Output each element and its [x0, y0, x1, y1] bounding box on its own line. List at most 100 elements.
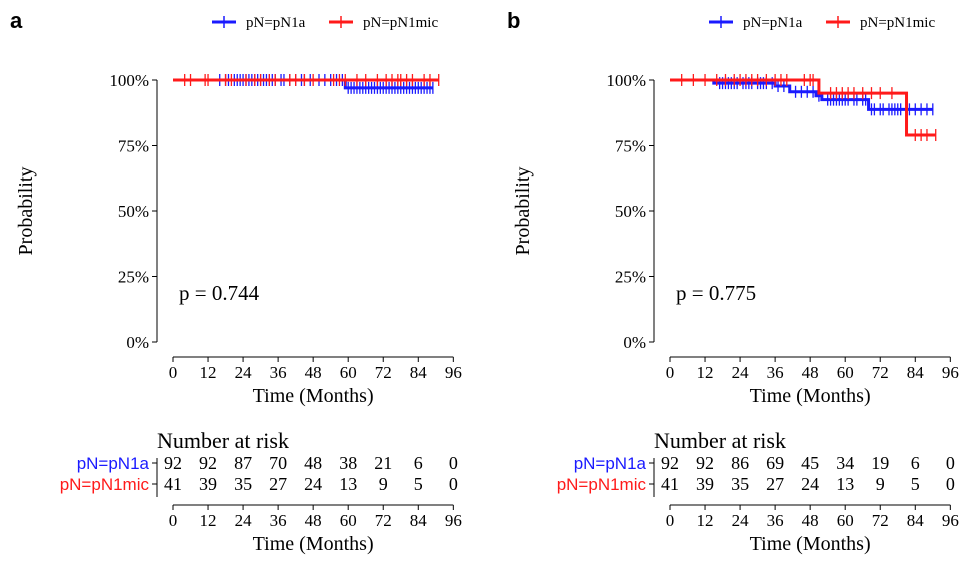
series-pn-pn1mic	[173, 74, 440, 86]
y-tick-label: 25%	[615, 268, 646, 287]
risk-table-title: Number at risk	[157, 428, 289, 453]
risk-count: 19	[871, 453, 889, 473]
x-tick-label: 96	[445, 363, 462, 382]
risk-count: 0	[449, 474, 458, 494]
series-pn-pn1mic	[670, 74, 937, 142]
risk-count: 9	[876, 474, 885, 494]
risk-count: 92	[199, 453, 217, 473]
legend-item: pN=pN1mic	[826, 15, 935, 31]
risk-x-tick-label: 72	[375, 511, 392, 530]
risk-x-tick-label: 12	[697, 511, 714, 530]
panel-b: b pN=pN1a pN=pN1mic 0% 25% 50% 75% 100% Probabil…	[507, 8, 959, 555]
risk-count: 21	[374, 453, 392, 473]
p-value: p = 0.775	[676, 281, 756, 305]
risk-count: 41	[661, 474, 679, 494]
series-pn-pn1a	[670, 77, 934, 116]
panel-label: b	[507, 8, 520, 33]
risk-x-tick-label: 48	[305, 511, 322, 530]
risk-row-label: pN=pN1a	[77, 454, 150, 473]
x-tick-label: 36	[270, 363, 287, 382]
risk-x-axis-title: Time (Months)	[253, 533, 374, 555]
x-tick-label: 0	[666, 363, 675, 382]
risk-x-tick-label: 36	[767, 511, 784, 530]
y-tick-label: 75%	[118, 137, 149, 156]
legend-item: pN=pN1a	[709, 15, 803, 31]
risk-x-tick-label: 24	[235, 511, 253, 530]
risk-x-tick-label: 60	[340, 511, 357, 530]
risk-x-tick-label: 96	[942, 511, 959, 530]
y-axis-title: Probability	[512, 167, 534, 256]
legend-label: pN=pN1mic	[860, 15, 935, 31]
risk-x-tick-label: 0	[169, 511, 178, 530]
risk-count: 35	[731, 474, 749, 494]
risk-row-label: pN=pN1mic	[60, 475, 150, 494]
risk-count: 35	[234, 474, 252, 494]
survival-curve	[670, 78, 936, 137]
risk-count: 38	[339, 453, 357, 473]
x-axis-title: Time (Months)	[750, 385, 871, 407]
x-tick-label: 0	[169, 363, 178, 382]
legend-label: pN=pN1a	[246, 15, 306, 31]
legend-label: pN=pN1a	[743, 15, 803, 31]
legend-item: pN=pN1mic	[329, 15, 438, 31]
x-tick-label: 24	[235, 363, 253, 382]
risk-x-tick-label: 0	[666, 511, 675, 530]
risk-x-tick-label: 84	[907, 511, 925, 530]
x-tick-label: 72	[375, 363, 392, 382]
risk-count: 9	[379, 474, 388, 494]
x-tick-label: 72	[872, 363, 889, 382]
x-tick-label: 24	[732, 363, 750, 382]
risk-count: 39	[696, 474, 714, 494]
risk-count: 70	[269, 453, 287, 473]
y-axis-title: Probability	[15, 167, 37, 256]
panel-a: a pN=pN1a pN=pN1mic 0% 25% 50% 75% 100% Probabil…	[10, 8, 462, 555]
risk-row-label: pN=pN1a	[574, 454, 647, 473]
risk-row-label: pN=pN1mic	[557, 475, 647, 494]
risk-count: 0	[946, 474, 955, 494]
y-tick-label: 0%	[623, 333, 646, 352]
y-tick-label: 50%	[615, 202, 646, 221]
risk-count: 86	[731, 453, 749, 473]
x-tick-label: 96	[942, 363, 959, 382]
risk-count: 92	[661, 453, 679, 473]
y-tick-label: 50%	[118, 202, 149, 221]
x-tick-label: 48	[305, 363, 322, 382]
risk-count: 27	[269, 474, 287, 494]
x-tick-label: 84	[410, 363, 428, 382]
risk-x-tick-label: 60	[837, 511, 854, 530]
x-tick-label: 84	[907, 363, 925, 382]
risk-count: 87	[234, 453, 252, 473]
risk-count: 45	[801, 453, 819, 473]
series-pn-pn1a	[173, 74, 434, 94]
survival-curve	[670, 78, 933, 111]
risk-x-tick-label: 12	[200, 511, 217, 530]
y-tick-label: 75%	[615, 137, 646, 156]
x-tick-label: 12	[697, 363, 714, 382]
risk-count: 34	[836, 453, 854, 473]
p-value: p = 0.744	[179, 281, 260, 305]
y-tick-label: 100%	[109, 71, 149, 90]
x-tick-label: 60	[837, 363, 854, 382]
risk-count: 24	[801, 474, 819, 494]
risk-x-tick-label: 72	[872, 511, 889, 530]
risk-count: 92	[164, 453, 182, 473]
risk-count: 13	[339, 474, 357, 494]
risk-count: 69	[766, 453, 784, 473]
x-tick-label: 48	[802, 363, 819, 382]
risk-count: 5	[911, 474, 920, 494]
risk-count: 41	[164, 474, 182, 494]
risk-count: 0	[449, 453, 458, 473]
y-tick-label: 100%	[606, 71, 646, 90]
risk-count: 13	[836, 474, 854, 494]
risk-count: 0	[946, 453, 955, 473]
risk-x-tick-label: 36	[270, 511, 287, 530]
y-tick-label: 25%	[118, 268, 149, 287]
risk-count: 92	[696, 453, 714, 473]
risk-count: 6	[911, 453, 920, 473]
risk-count: 27	[766, 474, 784, 494]
x-tick-label: 60	[340, 363, 357, 382]
x-axis-title: Time (Months)	[253, 385, 374, 407]
y-tick-label: 0%	[126, 333, 149, 352]
risk-count: 5	[414, 474, 423, 494]
